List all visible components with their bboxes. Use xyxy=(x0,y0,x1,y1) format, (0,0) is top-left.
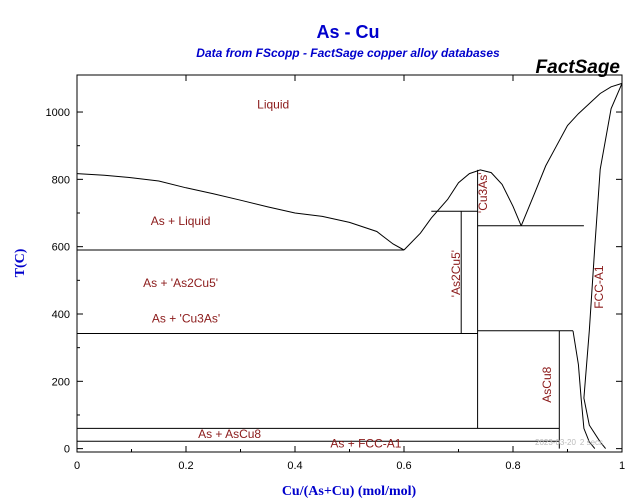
region-label-5: As + AsCu8 xyxy=(198,427,261,441)
timestamp-date: 2023-03-20 xyxy=(535,438,576,447)
phase-boundary-3 xyxy=(520,82,623,226)
factsage-logo: FactSage xyxy=(536,57,621,78)
phase-boundary-1 xyxy=(76,173,405,251)
y-tick-label: 400 xyxy=(52,309,70,321)
timestamp: 2023-03-20 2 secs xyxy=(535,438,603,447)
x-tick-label: 0.2 xyxy=(178,460,193,472)
region-label-4: As + 'Cu3As' xyxy=(152,311,220,325)
region-label-6: As + FCC-A1 xyxy=(330,437,401,451)
phase-boundaries xyxy=(76,82,623,449)
y-tick-label: 200 xyxy=(52,376,70,388)
phase-boundary-5 xyxy=(572,330,596,449)
timestamp-duration: 2 secs xyxy=(580,438,603,447)
region-label-8: 'Cu3As' xyxy=(476,172,490,213)
x-tick-label: 0.4 xyxy=(287,460,302,472)
phase-boundary-2 xyxy=(403,169,522,251)
y-tick-label: 600 xyxy=(52,242,70,254)
y-tick-label: 800 xyxy=(52,174,70,186)
y-axis-label: T(C) xyxy=(13,248,28,277)
chart-subtitle: Data from FScopp - FactSage copper alloy… xyxy=(196,46,500,60)
region-label-9: AsCu8 xyxy=(540,366,554,402)
x-tick-label: 0 xyxy=(74,460,80,472)
region-label-7: 'As2Cu5' xyxy=(449,250,463,297)
region-labels: Liquid As + Liquid As + 'As2Cu5' As + 'Cu3A… xyxy=(143,98,606,451)
chart-title: As - Cu xyxy=(317,22,380,42)
region-label-3: As + 'As2Cu5' xyxy=(143,276,218,290)
region-label-2: As + Liquid xyxy=(151,214,211,228)
axis-ticks: 0 0.2 0.4 0.6 0.8 1 0 200 400 600 800 1000 xyxy=(46,75,625,472)
y-tick-label: 1000 xyxy=(46,107,70,119)
x-axis-label: Cu/(As+Cu) (mol/mol) xyxy=(282,484,417,499)
region-label-10: FCC-A1 xyxy=(592,265,606,309)
region-label-1: Liquid xyxy=(257,98,289,112)
x-tick-label: 0.6 xyxy=(396,460,411,472)
x-tick-label: 0.8 xyxy=(505,460,520,472)
x-tick-label: 1 xyxy=(619,460,625,472)
y-tick-label: 0 xyxy=(64,444,70,456)
phase-boundary-4 xyxy=(583,83,623,449)
